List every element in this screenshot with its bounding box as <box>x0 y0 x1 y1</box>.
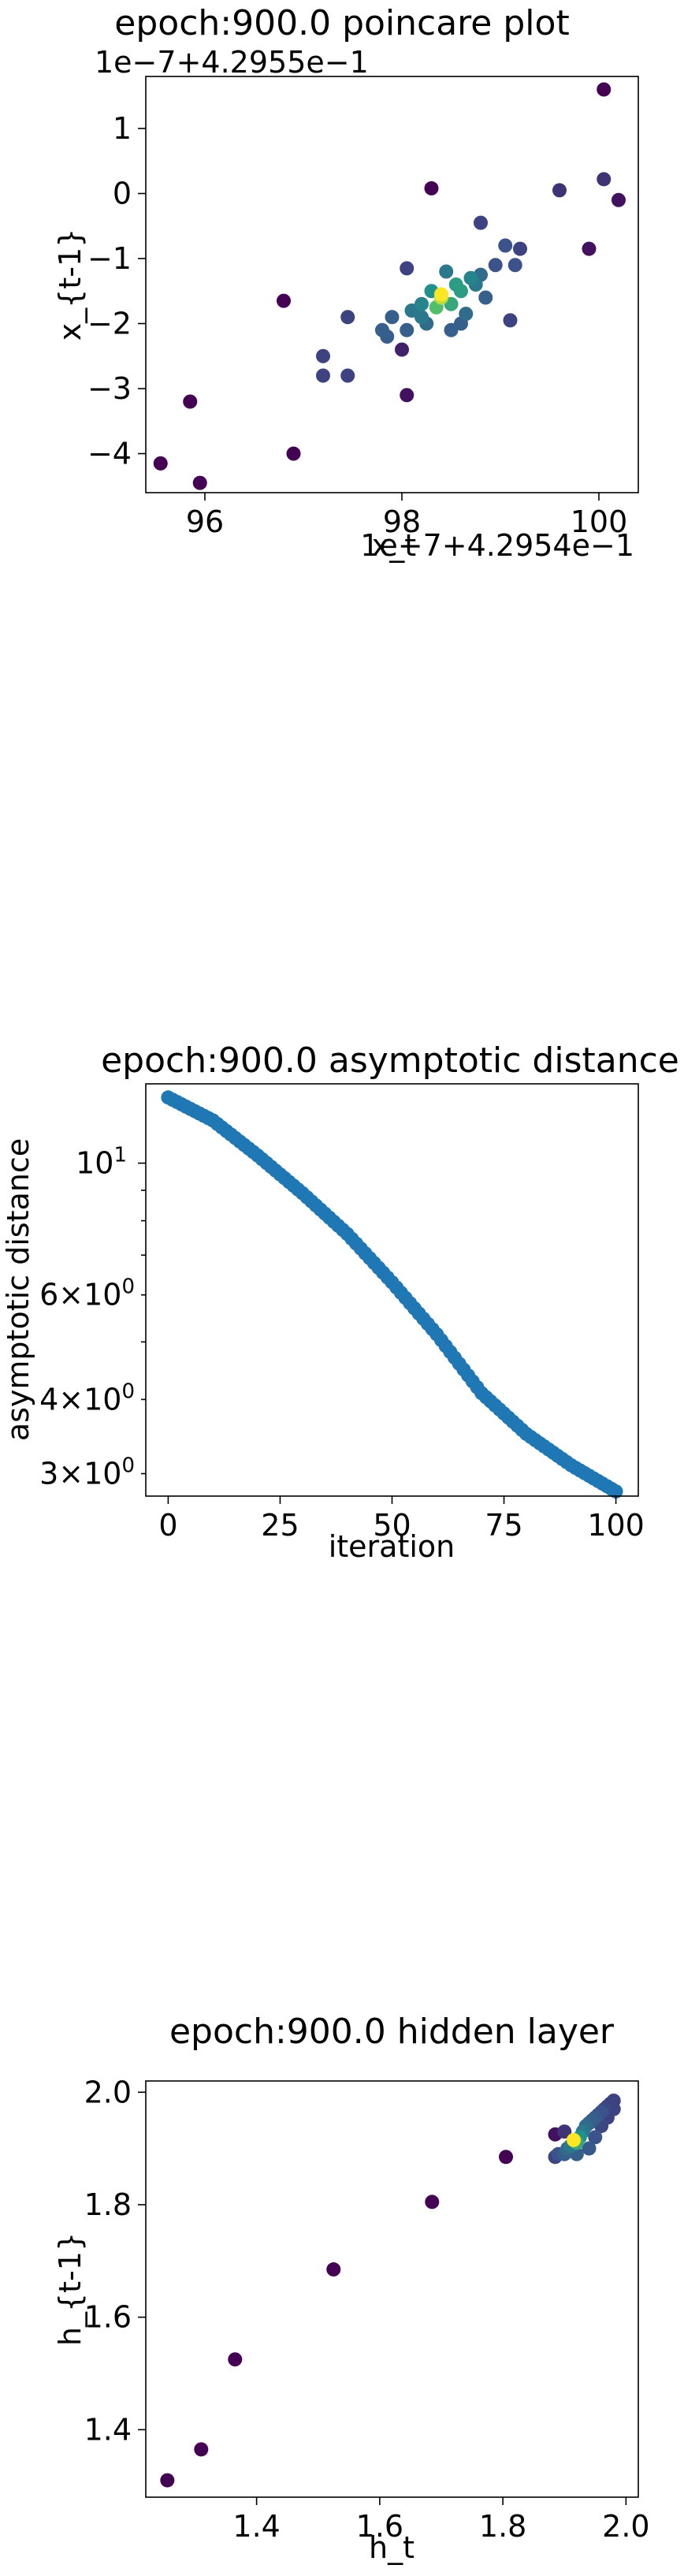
data-point <box>414 296 429 311</box>
chart3-points <box>160 2093 621 2488</box>
chart3-title: epoch:900.0 hidden layer <box>169 2012 615 2052</box>
y-tick-label: 3×100 <box>39 1454 135 1491</box>
chart1-x-axis-label: x_t <box>372 528 416 563</box>
chart1-x-ticks: 96 98 100 <box>186 493 627 539</box>
chart2-y-axis-label: asymptotic distance <box>1 1138 35 1441</box>
y-tick-label: 1.8 <box>84 2187 132 2222</box>
chart3-x-ticks: 1.4 1.6 1.8 2.0 <box>232 2497 650 2544</box>
data-point <box>286 446 301 461</box>
data-point <box>340 368 355 383</box>
data-point <box>277 293 291 308</box>
data-point <box>499 2150 514 2165</box>
y-tick-label: 101 <box>76 1144 127 1181</box>
chart1-y-offset-text: 1e−7+4.2955e−1 <box>95 45 369 80</box>
chart3-axes-frame <box>145 2080 639 2498</box>
data-point <box>557 2124 572 2139</box>
x-tick-label: 100 <box>571 504 628 539</box>
chart1-axes-frame <box>145 76 639 493</box>
data-point <box>552 183 567 198</box>
y-tick-label: 1.4 <box>84 2412 132 2447</box>
data-point <box>400 388 414 403</box>
chart1-x-offset-text: 1e−7+4.2954e−1 <box>360 528 634 563</box>
data-point <box>498 238 513 253</box>
chart3-y-axis-label: h_{t-1} <box>53 2232 87 2346</box>
y-tick-label: −1 <box>87 241 132 276</box>
chart1-title: epoch:900.0 poincare plot <box>114 3 569 43</box>
data-point <box>439 264 454 279</box>
hidden-layer-plot: epoch:900.0 hidden layer 1.4 1.6 1.8 2.0 1.… <box>53 2012 650 2565</box>
y-tick-label: 1.6 <box>84 2300 132 2335</box>
data-point <box>612 192 626 207</box>
y-tick-label: 2.0 <box>84 2075 132 2109</box>
chart2-points <box>161 1090 623 1499</box>
y-tick-label: 4×100 <box>39 1379 135 1416</box>
y-tick-label: −4 <box>87 437 132 471</box>
data-point <box>400 261 414 276</box>
data-point <box>400 322 414 337</box>
data-point <box>588 2130 603 2145</box>
chart3-x-axis-label: h_t <box>369 2530 414 2565</box>
data-point <box>507 258 522 273</box>
data-point <box>582 2141 597 2156</box>
data-point <box>434 287 448 302</box>
chart2-x-axis-label: iteration <box>329 1529 455 1564</box>
x-tick-label: 2.0 <box>602 2509 649 2544</box>
data-point <box>385 310 400 325</box>
data-point <box>316 368 330 383</box>
x-tick-label: 0 <box>158 1508 177 1543</box>
data-point <box>608 1484 623 1499</box>
y-tick-label: −3 <box>87 371 132 406</box>
x-tick-label: 96 <box>186 504 224 539</box>
chart2-y-ticks: 3×100 4×100 6×100 101 <box>39 1144 146 1491</box>
y-tick-label: 1 <box>113 111 132 146</box>
y-tick-label: 6×100 <box>39 1275 135 1312</box>
chart1-points <box>153 82 626 490</box>
data-point <box>160 2473 175 2488</box>
data-point <box>228 2352 243 2367</box>
data-point <box>454 284 468 299</box>
chart2-title: epoch:900.0 asymptotic distance <box>101 1040 679 1081</box>
data-point <box>478 290 493 305</box>
y-tick-label: −2 <box>87 307 132 341</box>
data-point <box>316 348 330 363</box>
chart2-x-ticks: 0 25 50 75 100 <box>158 1496 645 1543</box>
data-point <box>194 2442 209 2457</box>
data-point <box>566 2132 581 2147</box>
data-point <box>153 456 168 471</box>
data-point <box>582 241 597 256</box>
data-point <box>424 181 439 195</box>
data-point <box>414 310 429 325</box>
data-point <box>425 2194 440 2209</box>
data-point <box>380 329 395 344</box>
x-tick-label: 25 <box>261 1508 299 1543</box>
x-tick-label: 75 <box>485 1508 522 1543</box>
x-tick-label: 1.8 <box>479 2509 526 2544</box>
data-point <box>597 172 612 187</box>
data-point <box>459 307 474 322</box>
y-tick-label: 0 <box>113 177 132 211</box>
data-point <box>340 310 355 325</box>
chart3-y-ticks: 1.4 1.6 1.8 2.0 <box>84 2075 146 2447</box>
data-point <box>463 270 478 285</box>
asymptotic-distance-plot: epoch:900.0 asymptotic distance 0 25 50 75 1… <box>1 1040 679 1564</box>
data-point <box>503 313 518 328</box>
x-tick-label: 100 <box>587 1508 645 1543</box>
x-tick-label: 98 <box>383 504 421 539</box>
x-tick-label: 50 <box>373 1508 411 1543</box>
data-point <box>488 258 503 273</box>
x-tick-label: 1.6 <box>356 2509 403 2544</box>
data-point <box>597 82 612 97</box>
data-point <box>183 394 198 409</box>
data-point <box>192 475 207 490</box>
data-point <box>513 241 527 256</box>
x-tick-label: 1.4 <box>232 2509 280 2544</box>
data-point <box>395 342 409 357</box>
data-point <box>474 215 488 230</box>
data-point <box>326 2262 341 2277</box>
chart1-y-axis-label: x_{t-1} <box>53 229 87 341</box>
chart1-y-ticks: −4 −3 −2 −1 0 1 <box>87 111 146 471</box>
poincare-plot: epoch:900.0 poincare plot 1e−7+4.2955e−1… <box>53 3 639 563</box>
